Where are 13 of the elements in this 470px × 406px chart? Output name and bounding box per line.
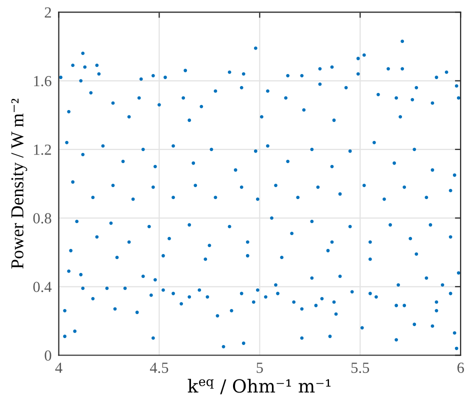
y-tick-label: 1.2 bbox=[34, 144, 51, 155]
x-tick-label: 4 bbox=[55, 362, 62, 373]
y-tick-label: 1.6 bbox=[34, 76, 52, 86]
y-tick-label: 0.8 bbox=[33, 213, 52, 224]
x-tick-label: 4.5 bbox=[150, 362, 168, 374]
x-tick-label: 6 bbox=[457, 362, 464, 373]
y-tick-label: 2 bbox=[44, 7, 51, 18]
y-tick-label: 0.4 bbox=[33, 282, 52, 292]
y-axis-title: Power Density / W m⁻² bbox=[11, 98, 28, 269]
y-tick-label: 0 bbox=[44, 350, 52, 361]
x-tick-label: 5.5 bbox=[351, 362, 370, 374]
x-tick-label: 5 bbox=[256, 362, 263, 373]
x-axis-title: k$^{eq}$ / Ohm⁻¹ m⁻¹ bbox=[188, 378, 331, 394]
